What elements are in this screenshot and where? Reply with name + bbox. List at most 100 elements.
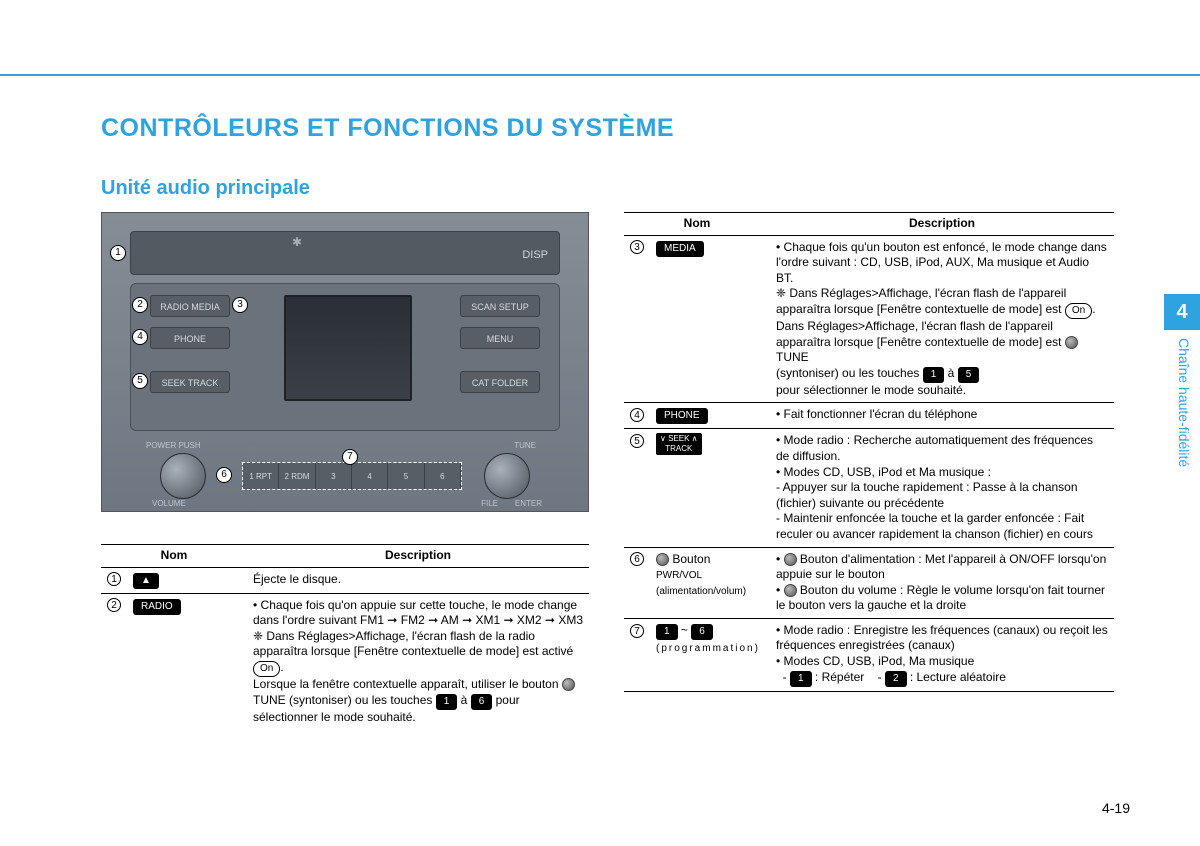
key-6: 6 [691,624,713,640]
text: • Modes CD, USB, iPod et Ma musique : [776,465,991,479]
text: à [461,693,468,707]
callout-6: 6 [216,467,232,483]
desc: Éjecte le disque. [247,567,589,593]
text: ~ [681,623,688,637]
col-nom: Nom [624,213,770,236]
row-num: 5 [630,434,644,448]
seek-track-button: SEEK TRACK [150,371,230,393]
power-label: POWER PUSH [146,441,201,450]
callout-3: 3 [232,297,248,313]
col-desc: Description [770,213,1114,236]
table-row: 4 PHONE • Fait fonctionner l'écran du té… [624,403,1114,429]
text: : Lecture aléatoire [910,670,1006,684]
bluetooth-icon: ✱ [292,235,302,249]
table-row: 7 1 ~ 6 (programmation) • Mode radio : E… [624,618,1114,691]
key-6: 6 [471,694,493,710]
label: RADIO [160,302,189,312]
radio-pill: RADIO [133,599,181,615]
top-rule [0,74,1200,76]
key-2: 2 [885,671,907,687]
text: : Répéter [815,670,864,684]
chapter-tab: 4 [1164,294,1200,330]
text: - Maintenir enfoncée la touche et la gar… [776,511,1093,541]
text: ❈ Dans Réglages>Affichage, l'écran flash… [776,286,1066,316]
text: ❈ Dans Réglages>Affichage, l'écran flash… [253,629,573,659]
table-row: 1 ▲ Éjecte le disque. [101,567,589,593]
table-right: Nom Description 3 MEDIA • Chaque fois qu… [624,212,1114,692]
label: MEDIA [191,302,220,312]
disp-button-label: DISP [522,249,548,261]
table-left: Nom Description 1 ▲ Éjecte le disque. 2 … [101,544,589,729]
text: à [948,366,955,380]
row-num: 7 [630,624,644,638]
table-row: 3 MEDIA • Chaque fois qu'un bouton est e… [624,235,1114,403]
on-pill: On [253,661,280,677]
preset-3: 3 [316,463,352,489]
enter-label: ENTER [515,499,542,508]
label: SCAN [471,302,496,312]
preset-4: 4 [352,463,388,489]
text: SEEK [668,434,689,443]
key-1: 1 [790,671,812,687]
text: • Mode radio : Recherche automatiquement… [776,433,1093,463]
col-nom: Nom [101,545,247,568]
text: TUNE [776,350,809,364]
label: SETUP [499,302,529,312]
file-label: FILE [481,499,498,508]
row-num: 6 [630,552,644,566]
text: Bouton du volume : Règle le volume lorsq… [776,583,1105,613]
text: (programmation) [656,643,760,654]
text: TUNE (syntoniser) ou les touches [253,693,432,707]
key-1: 1 [656,624,678,640]
text: Dans Réglages>Affichage, l'écran flash d… [776,319,1062,349]
cd-slot [130,231,560,275]
callout-4: 4 [132,329,148,345]
media-pill: MEDIA [656,241,704,257]
text: PWR/VOL (alimentation/volum) [656,570,746,597]
table-row: 5 ∨ SEEK ∧TRACK • Mode radio : Recherche… [624,429,1114,547]
text: - Appuyer sur la touche rapidement : Pas… [776,480,1078,510]
desc: • Mode radio : Recherche automatiquement… [770,429,1114,547]
desc: • Bouton d'alimentation : Met l'appareil… [770,547,1114,618]
display-screen [284,295,412,401]
eject-icon: ▲ [133,573,159,589]
table-row: 2 RADIO • Chaque fois qu'on appuie sur c… [101,593,589,729]
preset-5: 5 [388,463,424,489]
desc: • Chaque fois qu'on appuie sur cette tou… [247,593,589,729]
page-number: 4-19 [1102,800,1130,816]
knob-icon [784,584,797,597]
preset-6: 6 [425,463,461,489]
seek-chevron-down-icon: ∨ SEEK ∧TRACK [656,433,702,455]
row-num: 3 [630,240,644,254]
desc: • Fait fonctionner l'écran du téléphone [770,403,1114,429]
chapter-label: Chaîne haute-fidélité [1172,338,1192,467]
scan-setup-button: SCAN SETUP [460,295,540,317]
text: pour sélectionner le mode souhaité. [776,383,966,397]
callout-1: 1 [110,245,126,261]
preset-row: 1 RPT 2 RDM 3 4 5 6 [242,462,462,490]
text: Bouton [672,552,710,566]
callout-5: 5 [132,373,148,389]
text: Lorsque la fenêtre contextuelle apparaît… [253,677,559,691]
knob-icon [1065,336,1078,349]
phone-button: PHONE [150,327,230,349]
col-desc: Description [247,545,589,568]
desc: • Chaque fois qu'un bouton est enfoncé, … [770,235,1114,403]
menu-button: MENU [460,327,540,349]
tune-knob [484,453,530,499]
preset-2: 2 RDM [279,463,315,489]
key-1: 1 [923,367,945,383]
text: • Chaque fois qu'un bouton est enfoncé, … [776,240,1107,285]
callout-7: 7 [342,449,358,465]
on-pill: On [1065,303,1092,319]
text: • Modes CD, USB, iPod, Ma musique [776,654,974,668]
knob-icon [656,553,669,566]
key-1: 1 [436,694,458,710]
row-num: 2 [107,598,121,612]
callout-2: 2 [132,297,148,313]
desc: • Mode radio : Enregistre les fréquences… [770,618,1114,691]
knob-icon [562,678,575,691]
tune-label: TUNE [514,441,536,450]
radio-media-button: RADIO MEDIA [150,295,230,317]
section-subtitle: Unité audio principale [101,177,310,200]
